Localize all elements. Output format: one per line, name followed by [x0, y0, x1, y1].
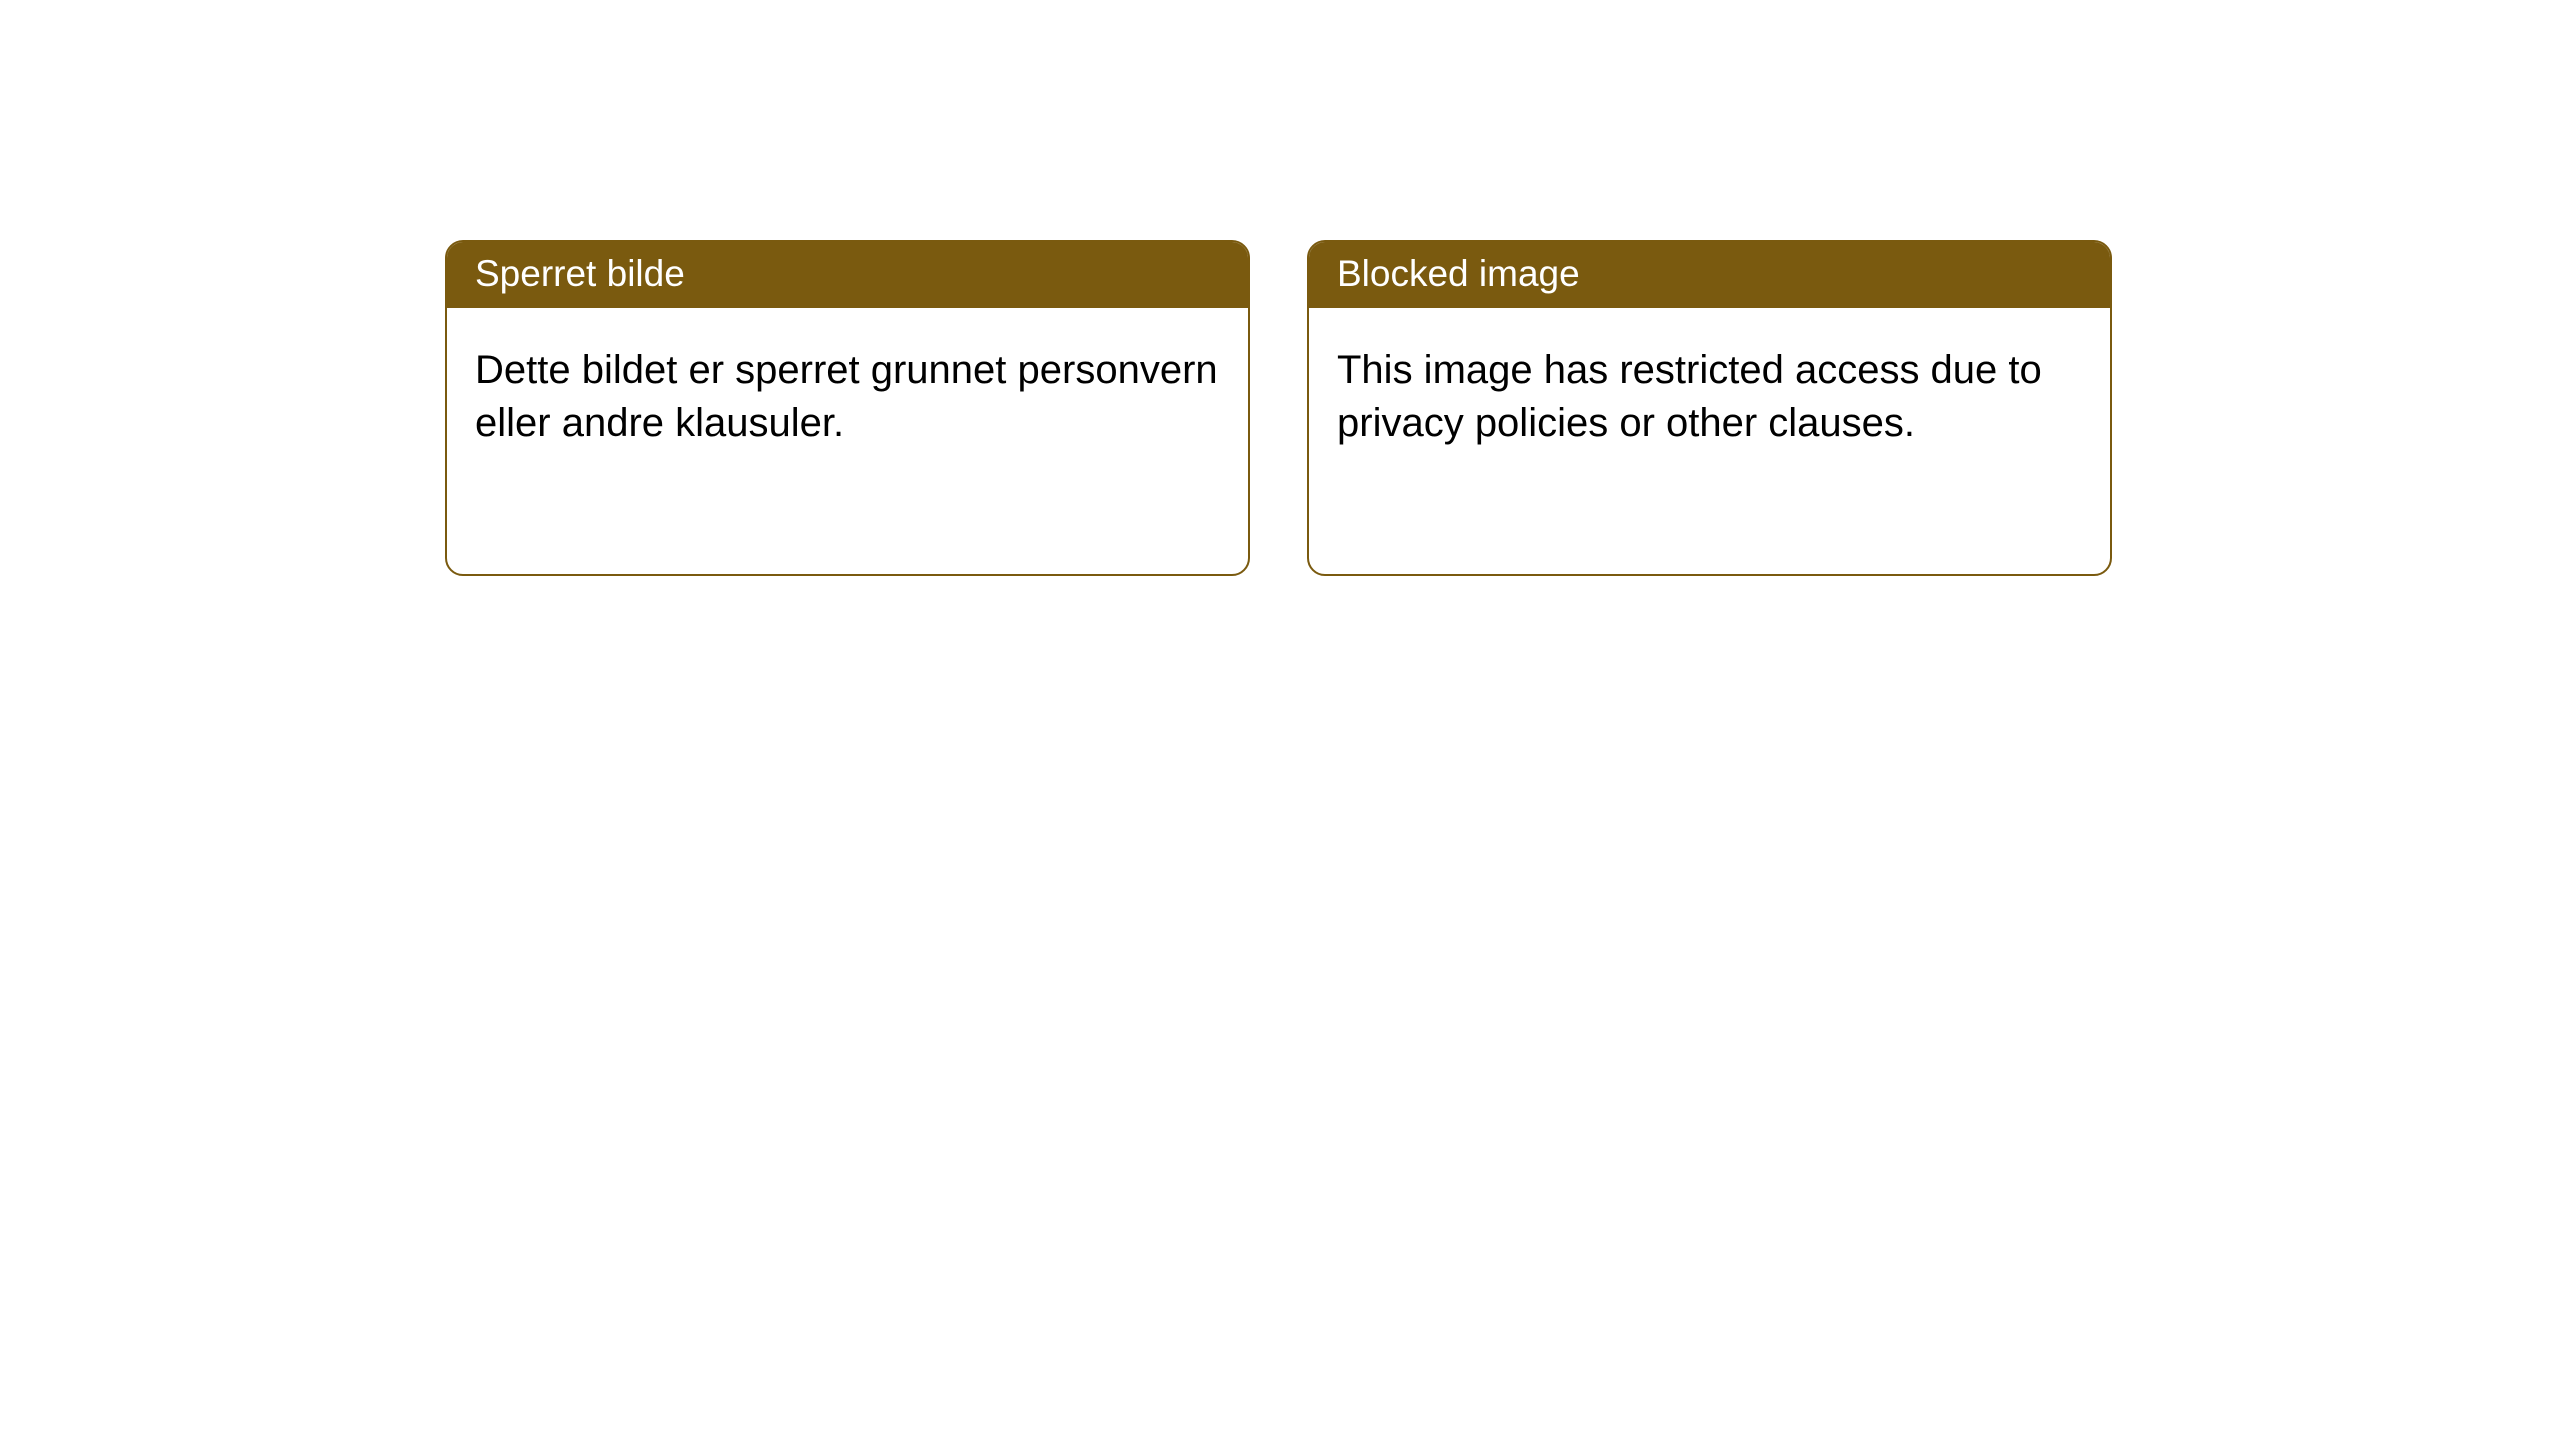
card-title: Blocked image	[1337, 253, 1580, 294]
card-body: This image has restricted access due to …	[1309, 308, 2110, 478]
notice-card-norwegian: Sperret bilde Dette bildet er sperret gr…	[445, 240, 1250, 576]
notice-cards-container: Sperret bilde Dette bildet er sperret gr…	[445, 240, 2112, 576]
card-header: Sperret bilde	[447, 242, 1248, 308]
card-body: Dette bildet er sperret grunnet personve…	[447, 308, 1248, 478]
card-body-text: This image has restricted access due to …	[1337, 348, 2042, 445]
notice-card-english: Blocked image This image has restricted …	[1307, 240, 2112, 576]
card-title: Sperret bilde	[475, 253, 685, 294]
card-body-text: Dette bildet er sperret grunnet personve…	[475, 348, 1218, 445]
card-header: Blocked image	[1309, 242, 2110, 308]
